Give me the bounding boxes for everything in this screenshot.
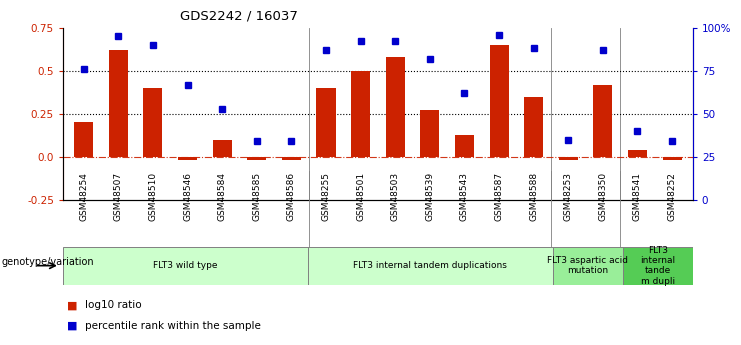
Bar <box>490 45 508 157</box>
Bar <box>282 157 301 160</box>
Text: GSM48503: GSM48503 <box>391 172 399 221</box>
Bar <box>386 57 405 157</box>
Text: GSM48541: GSM48541 <box>633 172 642 221</box>
Bar <box>524 97 543 157</box>
Bar <box>144 88 162 157</box>
Text: GSM48253: GSM48253 <box>564 172 573 221</box>
Bar <box>553 247 623 285</box>
Bar <box>213 140 232 157</box>
Title: GDS2242 / 16037: GDS2242 / 16037 <box>180 10 299 23</box>
Text: FLT3
internal
tande
m dupli: FLT3 internal tande m dupli <box>640 246 675 286</box>
Bar <box>559 157 578 160</box>
Text: GSM48254: GSM48254 <box>79 172 88 221</box>
Text: GSM48350: GSM48350 <box>598 172 608 221</box>
Text: GSM48588: GSM48588 <box>529 172 538 221</box>
Text: FLT3 internal tandem duplications: FLT3 internal tandem duplications <box>353 261 508 270</box>
Text: ■: ■ <box>67 321 77 331</box>
Text: GSM48543: GSM48543 <box>460 172 469 221</box>
Text: GSM48585: GSM48585 <box>252 172 262 221</box>
Bar <box>594 85 612 157</box>
Bar <box>628 150 647 157</box>
Text: FLT3 wild type: FLT3 wild type <box>153 261 218 270</box>
Text: ■: ■ <box>67 300 77 310</box>
Bar <box>662 157 682 160</box>
Text: genotype/variation: genotype/variation <box>1 257 94 267</box>
Text: GSM48507: GSM48507 <box>114 172 123 221</box>
Text: GSM48584: GSM48584 <box>218 172 227 221</box>
Text: GSM48587: GSM48587 <box>494 172 504 221</box>
Bar <box>178 157 197 160</box>
Bar <box>455 135 474 157</box>
Bar <box>247 157 266 160</box>
Bar <box>316 88 336 157</box>
Text: GSM48501: GSM48501 <box>356 172 365 221</box>
Bar <box>109 50 128 157</box>
Text: GSM48510: GSM48510 <box>148 172 158 221</box>
Bar <box>308 247 553 285</box>
Text: log10 ratio: log10 ratio <box>85 300 142 310</box>
Bar <box>351 71 370 157</box>
Text: GSM48539: GSM48539 <box>425 172 434 221</box>
Bar <box>420 110 439 157</box>
Bar <box>63 247 308 285</box>
Text: GSM48586: GSM48586 <box>287 172 296 221</box>
Text: FLT3 aspartic acid
mutation: FLT3 aspartic acid mutation <box>548 256 628 275</box>
Text: percentile rank within the sample: percentile rank within the sample <box>85 321 261 331</box>
Bar <box>623 247 693 285</box>
Text: GSM48255: GSM48255 <box>322 172 330 221</box>
Text: GSM48546: GSM48546 <box>183 172 192 221</box>
Bar <box>74 122 93 157</box>
Text: GSM48252: GSM48252 <box>668 172 677 221</box>
